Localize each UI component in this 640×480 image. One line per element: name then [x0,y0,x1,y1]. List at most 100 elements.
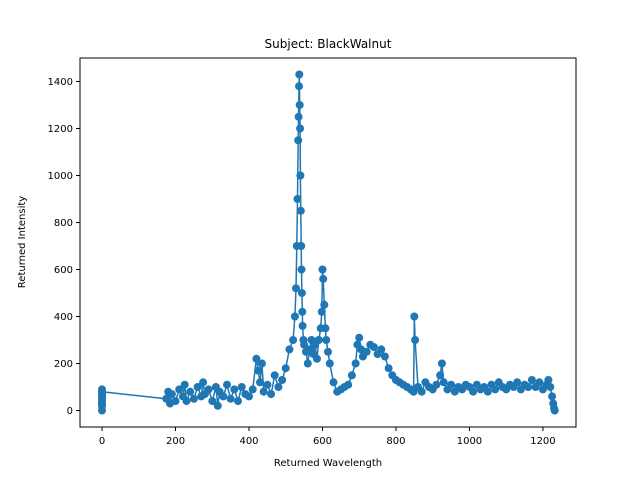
plot-frame [79,57,577,428]
data-point [237,383,246,391]
x-tick-label: 1000 [457,436,482,447]
data-point [322,336,331,344]
data-point [292,284,300,293]
data-point [257,359,266,368]
data-point [245,392,253,401]
data-point [439,378,448,387]
data-point [248,385,257,394]
data-point [175,385,184,394]
data-point [544,376,553,384]
x-tick-label: 600 [313,436,332,447]
data-point [295,101,304,109]
data-point [296,171,305,180]
data-point [263,380,272,389]
y-tick-label: 1400 [48,77,73,88]
data-point [204,385,213,394]
x-axis: 0 200 400 600 800 1000 1200 [99,427,556,447]
data-point [182,397,191,406]
data-point [347,371,356,380]
data-point [325,359,334,368]
data-point [171,397,180,406]
data-point [295,82,303,91]
data-point [432,380,441,389]
data-point [436,371,445,380]
data-point [213,401,222,410]
data-point [324,347,332,356]
data-point [320,300,329,309]
data-point [295,70,304,79]
x-tick-label: 1200 [530,436,555,447]
data-point [469,387,478,396]
data-point [254,366,263,375]
data-point [550,406,559,415]
data-point [193,383,202,391]
data-point [384,364,393,373]
data-point [297,289,306,297]
data-point [226,394,235,403]
data-point [313,354,321,363]
data-point [294,112,303,121]
data-point [98,387,106,396]
data-point [180,380,189,389]
data-point [321,324,330,333]
data-point [298,307,307,316]
data-point [252,354,261,363]
data-point [317,307,326,316]
data-point [303,359,312,368]
y-tick-label: 1200 [48,124,73,135]
data-point [369,343,378,352]
y-tick-label: 600 [54,265,73,276]
x-tick-label: 800 [386,436,405,447]
data-point [410,312,419,321]
data-point [293,195,302,203]
data-point [524,383,533,391]
y-tick-label: 1000 [48,171,73,182]
data-point [513,378,522,387]
data-point [447,380,456,389]
data-point [234,397,242,406]
data-point [355,333,364,342]
data-point [199,378,208,387]
data-point [491,385,500,394]
data-point [351,359,360,368]
data-point [167,390,176,399]
data-point [285,345,294,354]
y-tick-label: 0 [67,406,73,417]
data-point [223,380,231,389]
data-point [296,124,305,133]
data-point [267,390,276,399]
data-point [318,265,327,274]
data-point [186,387,195,396]
data-point [483,387,492,396]
data-point [329,378,338,387]
data-point [437,359,446,368]
data-point [411,336,420,344]
y-tick-label: 200 [54,359,73,370]
data-point [230,385,239,394]
y-tick-label: 800 [54,218,73,229]
data-point [314,336,323,344]
data-point [281,364,290,373]
y-tick-label: 400 [54,312,73,323]
chart-title: Subject: BlackWalnut [265,37,392,51]
data-point [270,371,279,380]
data-point [344,380,353,389]
x-axis-label: Returned Wavelength [274,458,382,469]
data-point [300,340,309,349]
data-point [297,265,306,274]
x-tick-label: 400 [239,436,258,447]
data-point [290,312,299,321]
data-point [298,321,307,330]
plot-area [98,70,559,415]
data-point [548,392,557,401]
data-point [259,387,268,396]
data-point [256,378,264,387]
data-point [546,383,555,391]
x-tick-label: 0 [99,436,105,447]
data-point [535,378,544,387]
data-point [377,345,386,354]
data-point [296,206,305,215]
data-point [219,392,228,401]
